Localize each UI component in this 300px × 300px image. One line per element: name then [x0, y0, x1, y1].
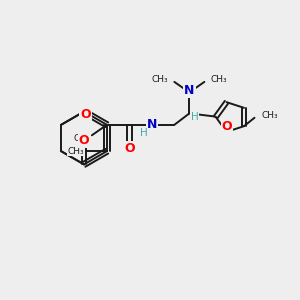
Text: N: N — [184, 83, 195, 97]
Text: O: O — [80, 108, 91, 121]
Text: CH₃: CH₃ — [74, 134, 90, 143]
Text: H: H — [140, 128, 147, 138]
Text: N: N — [147, 118, 157, 131]
Text: H: H — [191, 112, 199, 122]
Text: CH₃: CH₃ — [261, 112, 278, 121]
Text: CH₃: CH₃ — [68, 147, 84, 156]
Text: O: O — [124, 142, 135, 155]
Text: CH₃: CH₃ — [211, 75, 228, 84]
Text: O: O — [79, 134, 89, 147]
Text: CH₃: CH₃ — [151, 75, 168, 84]
Text: O: O — [222, 120, 232, 133]
